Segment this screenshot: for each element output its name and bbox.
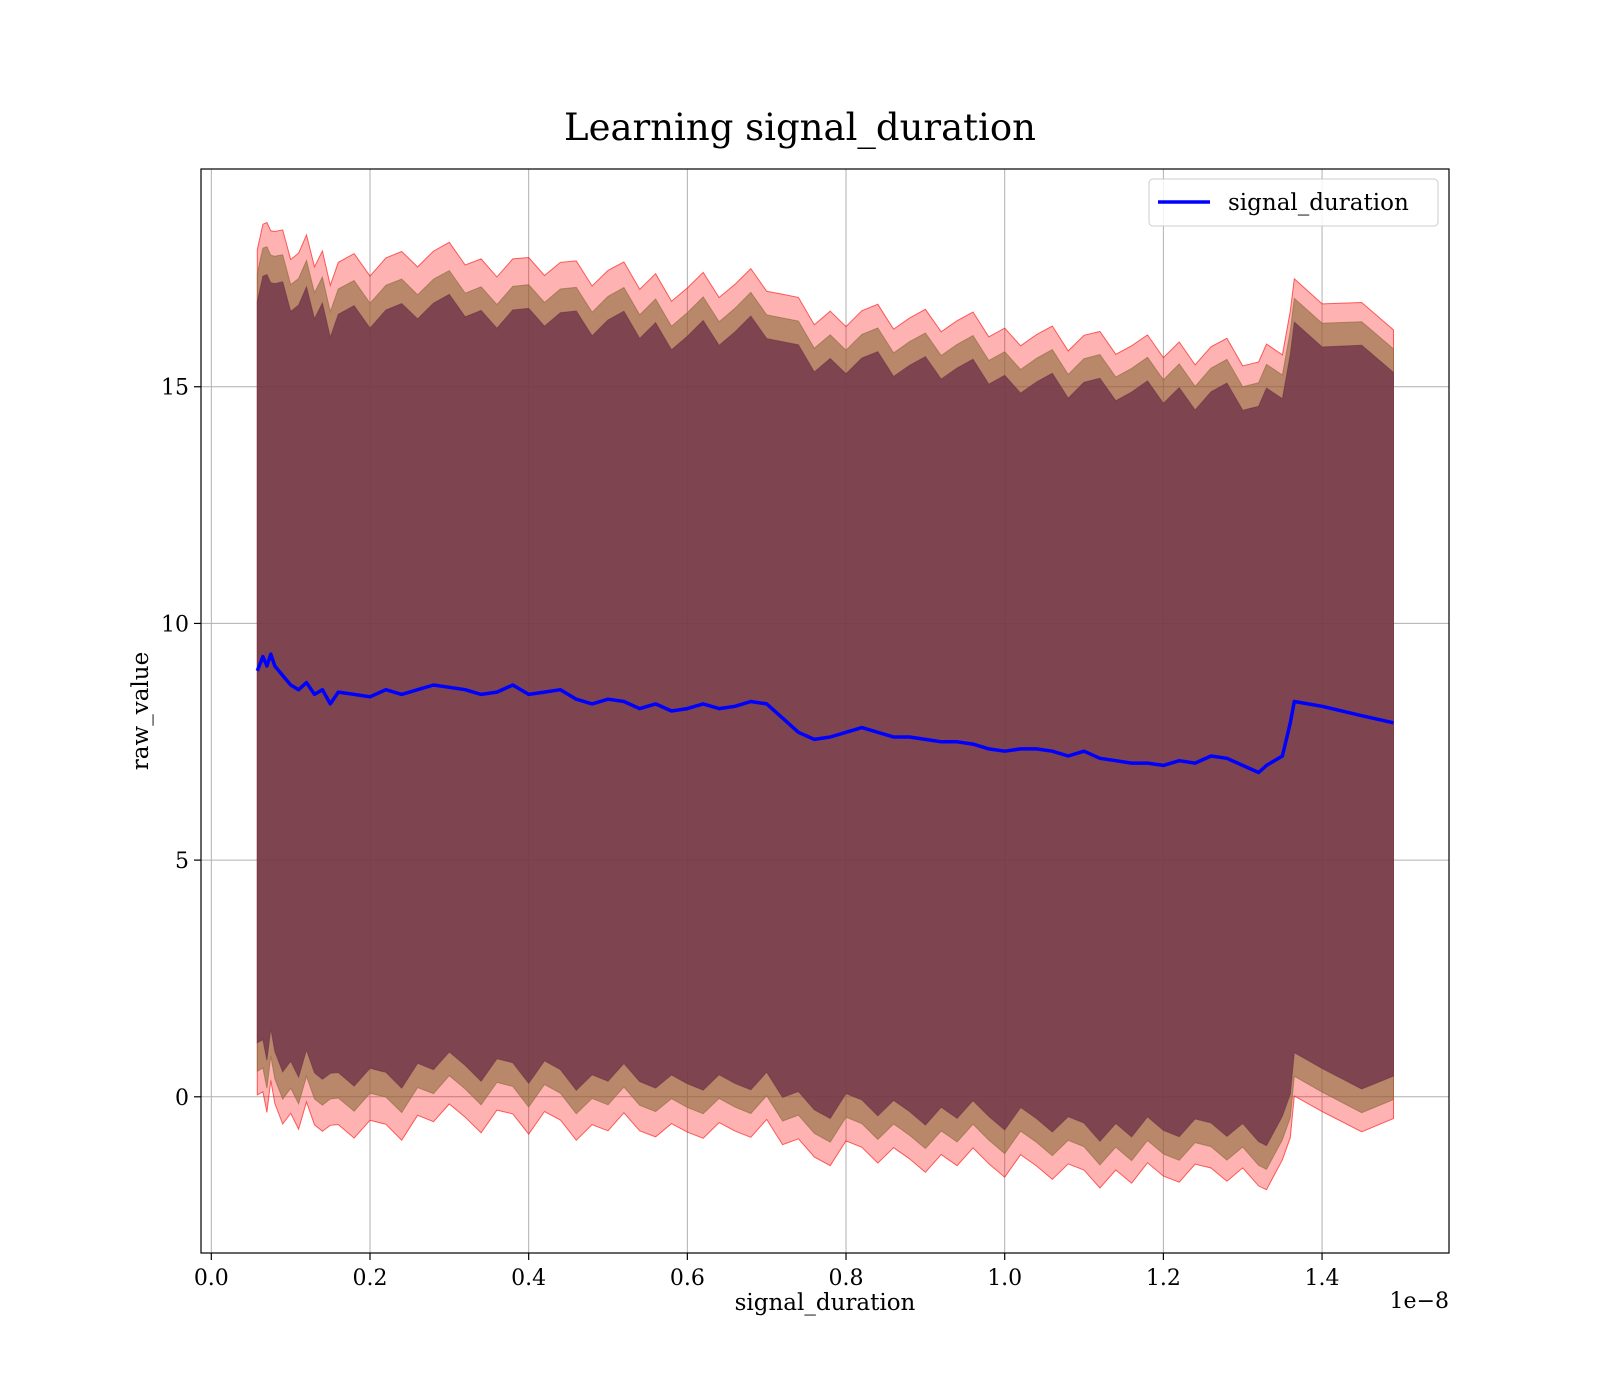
x-tick-label: 0.6 [670,1266,705,1291]
plot-frame [200,168,1450,1254]
series-lines [255,652,1394,775]
x-tick-label: 0.0 [194,1266,229,1291]
x-offset-label: 1e−8 [1390,1289,1449,1314]
chart-title: Learning signal_duration [564,106,1036,150]
y-tick-label: 15 [161,376,189,401]
band-inner [256,273,1394,1147]
y-axis-label: raw_value [128,652,154,770]
uncertainty-bands [256,221,1394,1191]
y-axis-ticks: 0 5 10 15 [161,376,201,1111]
x-tick-label: 0.4 [511,1266,546,1291]
y-tick-label: 5 [175,849,189,874]
legend-box [1148,178,1439,227]
legend: signal_duration [1148,178,1439,227]
x-tick-label: 1.0 [987,1266,1022,1291]
y-tick-label: 0 [175,1086,189,1111]
x-tick-label: 1.4 [1305,1266,1340,1291]
x-axis-ticks: 0.0 0.2 0.4 0.6 0.8 1.0 1.2 1.4 [194,1253,1340,1291]
x-tick-label: 0.8 [829,1266,864,1291]
y-tick-label: 10 [161,612,189,637]
x-tick-label: 1.2 [1146,1266,1181,1291]
x-tick-label: 0.2 [352,1266,387,1291]
legend-entry-signal-duration: signal_duration [1228,190,1409,216]
series-line-signal-duration [255,652,1394,775]
x-axis-label: signal_duration [735,1290,916,1316]
